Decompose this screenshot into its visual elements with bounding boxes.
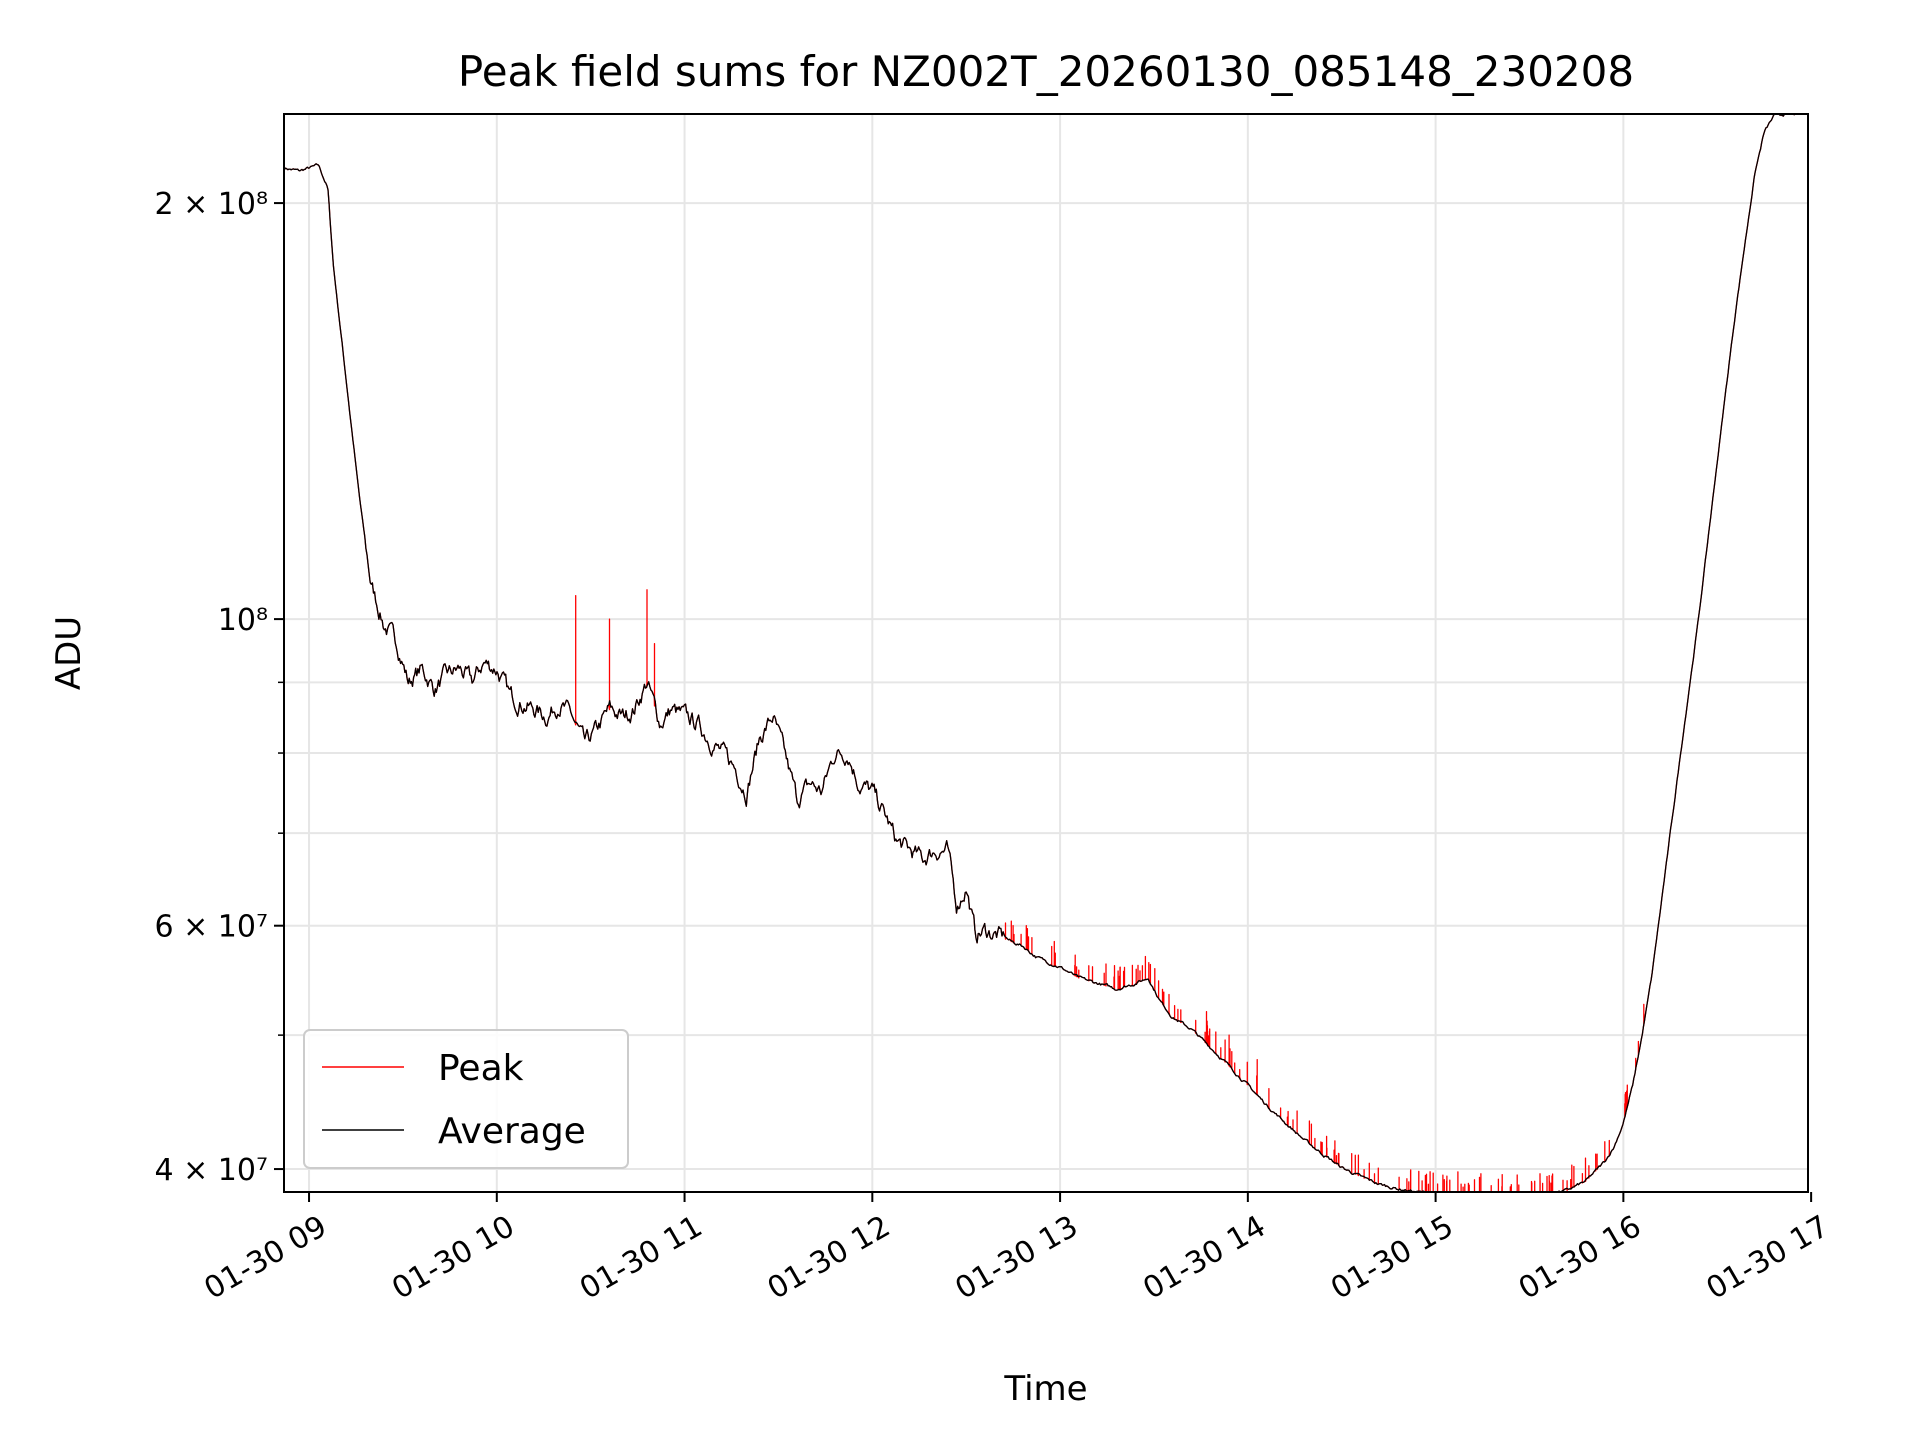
series-line-average	[284, 114, 1802, 1192]
y-axis: 4 × 10⁷ 6 × 10⁷ 10⁸ 2 × 10⁸	[155, 187, 284, 1188]
y-axis-label: ADU	[49, 616, 89, 690]
y-tick-label: 4 × 10⁷	[155, 1153, 269, 1188]
legend[interactable]: Peak Average	[303, 1029, 629, 1169]
legend-label-average: Average	[438, 1111, 586, 1152]
legend-box	[303, 1029, 629, 1169]
legend-label-peak: Peak	[438, 1048, 524, 1089]
x-axis-label: Time	[1003, 1369, 1087, 1409]
chart-title: Peak field sums for NZ002T_20260130_0851…	[458, 47, 1634, 96]
plot-lines	[284, 114, 1802, 1192]
plot-frame	[283, 113, 1809, 1193]
y-tick-label: 6 × 10⁷	[155, 910, 269, 945]
y-tick-label: 10⁸	[218, 603, 268, 638]
y-tick-label: 2 × 10⁸	[155, 187, 269, 222]
grid	[284, 114, 1808, 1192]
